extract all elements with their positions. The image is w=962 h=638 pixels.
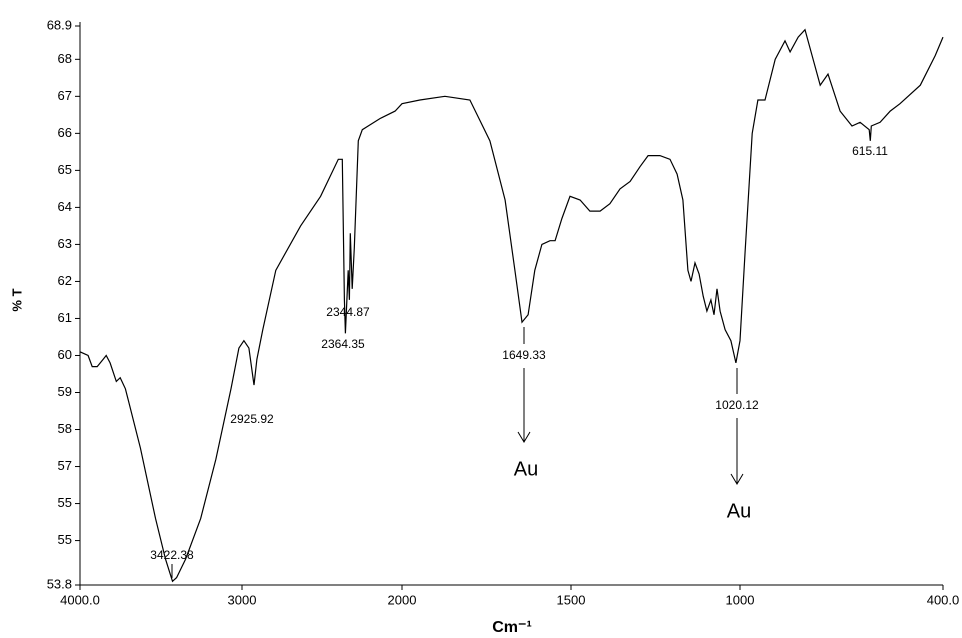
annotation-label: 1020.12 [715,398,759,412]
y-tick-label: 55 [58,532,72,547]
annotation-label: 1649.33 [502,348,546,362]
annotation-label: 3422.38 [150,548,194,562]
y-tick-label: 53.8 [47,576,72,591]
y-tick-label: 62 [58,273,72,288]
y-tick-label: 65 [58,162,72,177]
x-tick-label: 3000 [228,592,257,607]
y-tick-label: 68.9 [47,17,72,32]
annotation-label-large: Au [514,458,538,480]
x-tick-label: 1000 [726,592,755,607]
x-tick-label: 4000.0 [60,592,100,607]
annotation-label: 2344.87 [326,305,370,319]
y-tick-label: 68 [58,51,72,66]
annotation-label-large: Au [727,500,751,522]
x-axis-title: Cm⁻¹ [492,619,532,636]
y-tick-label: 66 [58,125,72,140]
y-tick-label: 58 [58,421,72,436]
annotation-label: 2925.92 [230,412,274,426]
y-tick-label: 57 [58,458,72,473]
arrow-head [730,473,744,485]
y-tick-label: 64 [58,199,72,214]
y-tick-label: 63 [58,236,72,251]
y-tick-label: 60 [58,347,72,362]
y-tick-label: 67 [58,88,72,103]
y-tick-label: 59 [58,384,72,399]
arrow-head [517,431,531,443]
x-tick-label: 2000 [388,592,417,607]
y-tick-label: 61 [58,310,72,325]
annotation-label: 615.11 [852,144,888,158]
spectrum-line [79,28,944,583]
x-tick-label: 400.0 [927,592,960,607]
annotation-label: 2364.35 [321,337,365,351]
x-tick-label: 1500 [557,592,586,607]
y-tick-label: 55 [58,495,72,510]
y-axis-title: % T [9,288,24,311]
